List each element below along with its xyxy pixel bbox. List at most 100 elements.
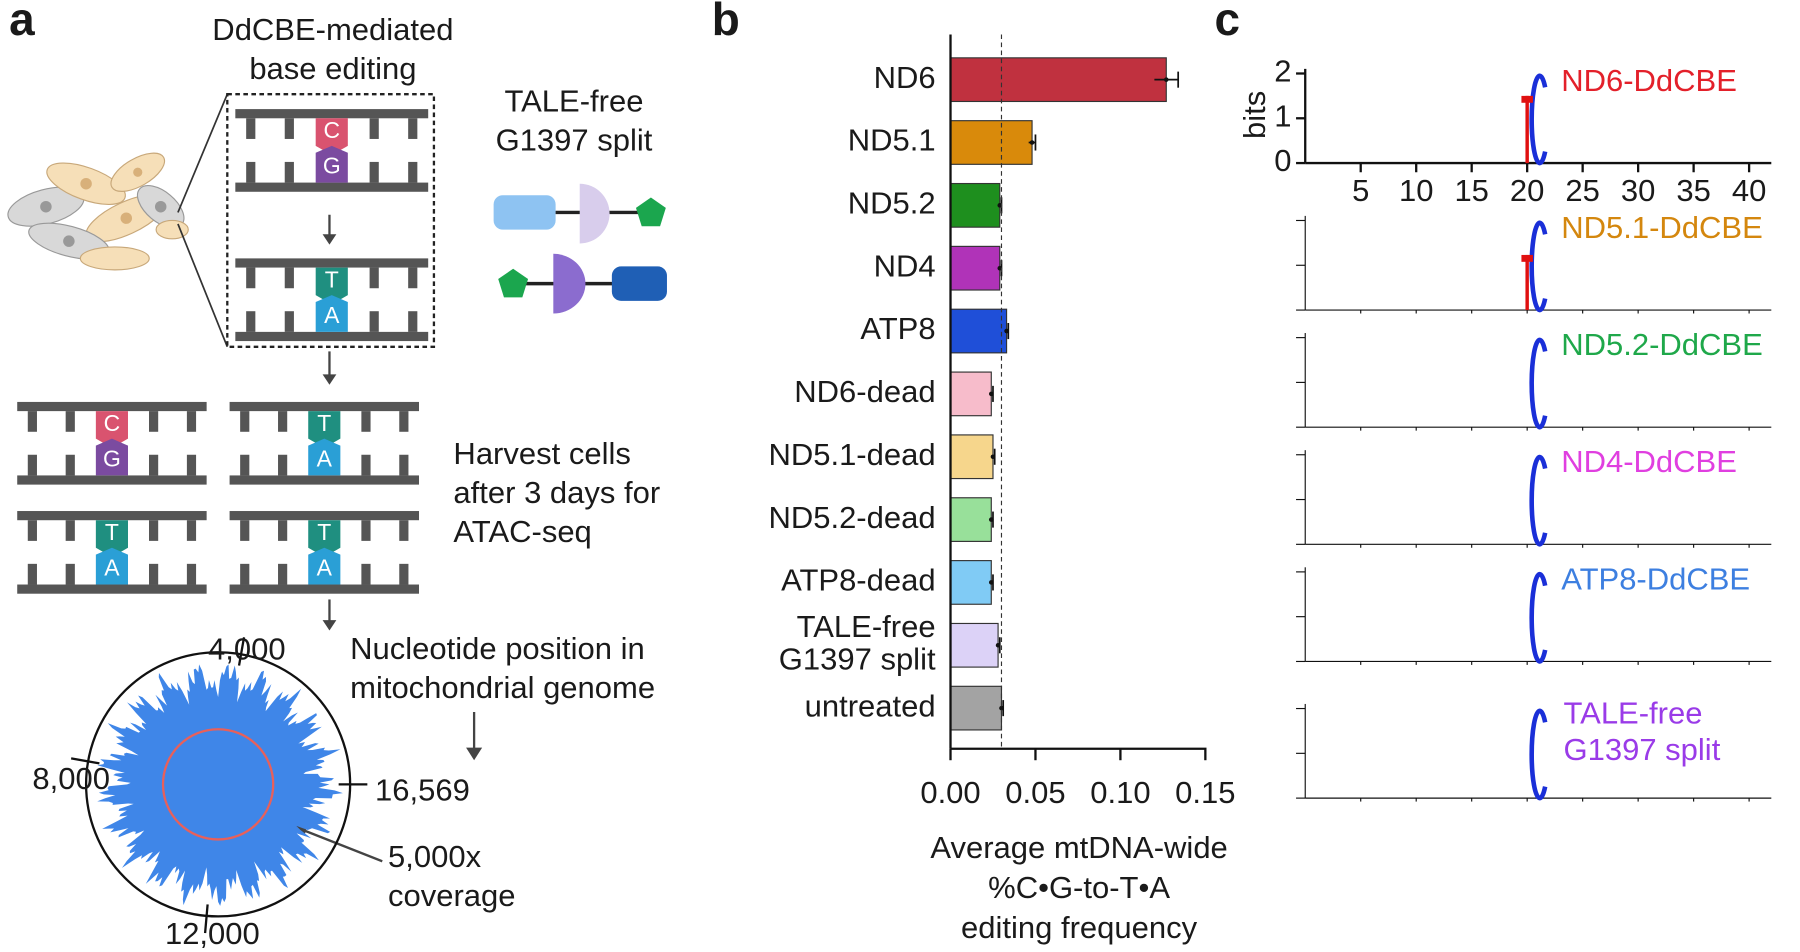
base-letter: T xyxy=(105,519,119,545)
dna-rung xyxy=(399,563,409,585)
bar xyxy=(949,371,992,417)
dna-rung xyxy=(246,118,256,139)
dna-strand xyxy=(229,511,420,521)
dna-rung xyxy=(240,563,250,585)
base-letter: T xyxy=(325,266,339,292)
dna-rung xyxy=(149,454,159,476)
base-letter: T xyxy=(317,410,331,436)
category-label: TALE-free G1397 split xyxy=(779,609,936,676)
dna-rung xyxy=(369,311,379,332)
logo-label: ATP8-DdCBE xyxy=(1561,561,1750,596)
logo-y-title: bits xyxy=(1237,91,1272,139)
category-label: ND4 xyxy=(874,248,936,283)
dna-rung xyxy=(27,454,37,476)
dna-strand xyxy=(229,401,420,412)
base-letter: A xyxy=(317,446,333,472)
dna-rung xyxy=(186,520,197,541)
dna-rung xyxy=(246,267,256,289)
mean-dot xyxy=(988,391,994,397)
bar xyxy=(949,685,1003,731)
genome-tick-label: 8,000 xyxy=(32,761,110,796)
base-top xyxy=(315,267,348,305)
dna-strand xyxy=(17,401,207,412)
logo-label: ND6-DdCBE xyxy=(1561,63,1737,98)
logo-label: TALE-free G1397 split xyxy=(1564,696,1721,768)
base-letter: G xyxy=(323,153,341,179)
bar xyxy=(949,308,1008,354)
panel-label: a xyxy=(9,0,35,45)
dna-rung xyxy=(186,454,197,476)
dna-rung xyxy=(65,411,75,432)
x-tick-label: 0.10 xyxy=(1090,775,1150,810)
x-tick-label: 0.05 xyxy=(1005,775,1065,810)
base-letter: A xyxy=(317,555,333,581)
dna-rung xyxy=(246,311,256,332)
dna-rung xyxy=(369,161,379,183)
coverage-threshold xyxy=(161,728,275,841)
logo-letter-c xyxy=(1529,220,1548,313)
logo-x-tick-label: 5 xyxy=(1352,173,1369,208)
dna-rung xyxy=(278,520,288,541)
construct-label: TALE-free G1397 split xyxy=(496,84,653,158)
base-bottom xyxy=(308,438,341,476)
dna-rung xyxy=(186,563,197,585)
base-bottom xyxy=(95,438,128,476)
schematic-title: DdCBE-mediated base editing xyxy=(212,12,453,86)
mean-dot xyxy=(988,580,994,585)
dna-rung xyxy=(361,454,371,476)
panel-label: b xyxy=(712,0,740,45)
genome-tick-label: 4,000 xyxy=(208,631,286,666)
base-top xyxy=(95,520,128,557)
bar xyxy=(949,497,992,542)
bar xyxy=(949,120,1033,165)
logo-x-tick-label: 10 xyxy=(1399,173,1433,208)
logo-x-tick-label: 35 xyxy=(1676,173,1710,208)
category-label: ATP8 xyxy=(860,311,935,346)
dna-rung xyxy=(361,520,371,541)
logo-letter-c xyxy=(1529,454,1548,547)
x-tick-label: 0.15 xyxy=(1175,775,1235,810)
construct-illustration xyxy=(493,183,667,314)
logo-x-tick-label: 20 xyxy=(1510,173,1544,208)
dna-rung xyxy=(149,411,159,432)
genome-tick xyxy=(237,637,246,666)
mean-dot xyxy=(1163,77,1169,82)
base-letter: T xyxy=(317,519,331,545)
logo-letter-t xyxy=(1521,254,1533,262)
dna-rung xyxy=(246,161,256,183)
mean-dot xyxy=(988,517,994,522)
genome-tick xyxy=(203,904,209,934)
dna-strand xyxy=(17,475,207,485)
bar xyxy=(949,560,992,605)
dna-rung xyxy=(149,563,159,585)
mean-dot xyxy=(995,642,1001,648)
dna-rung xyxy=(399,520,409,541)
base-letter: C xyxy=(104,410,121,436)
coverage-text: 5,000x coverage xyxy=(388,839,516,913)
base-bottom xyxy=(308,547,341,585)
panel-label: c xyxy=(1215,0,1241,45)
category-label: ND5.1 xyxy=(848,123,936,158)
dna-rung xyxy=(284,118,294,139)
logo-x-tick-label: 15 xyxy=(1454,173,1488,208)
dna-rung xyxy=(149,520,159,541)
x-tick-label: 0.00 xyxy=(920,775,980,810)
dna-strand xyxy=(235,109,429,119)
x-axis-title: Average mtDNA-wide %C•G-to-T•A editing fre… xyxy=(930,830,1227,945)
dna-rung xyxy=(186,411,197,432)
genome-tick xyxy=(70,757,100,765)
base-bottom xyxy=(315,295,348,332)
dna-rung xyxy=(240,454,250,476)
logo-x-tick-label: 40 xyxy=(1732,173,1766,208)
dna-rung xyxy=(240,520,250,541)
category-label: ND6 xyxy=(874,60,936,95)
bar xyxy=(949,182,1001,228)
cells-illustration xyxy=(7,93,436,348)
dna-strand xyxy=(229,584,420,594)
dna-rung xyxy=(65,520,75,541)
base-bottom xyxy=(95,547,128,585)
dna-rung xyxy=(361,411,371,432)
base-letter: A xyxy=(104,555,120,581)
genome-tick-label: 16,569 xyxy=(375,773,470,808)
bar xyxy=(949,245,1001,291)
